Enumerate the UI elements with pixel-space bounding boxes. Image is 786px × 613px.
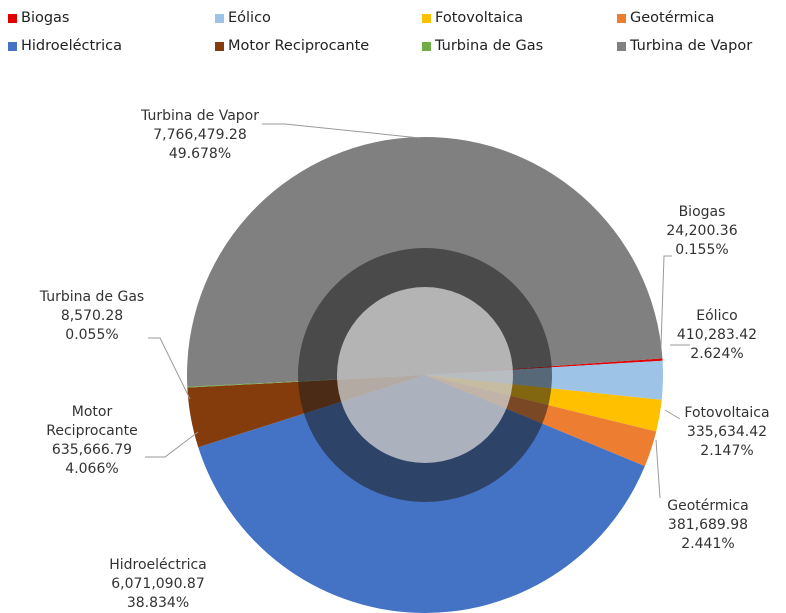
label-value: 381,689.98 [667, 517, 749, 533]
legend-item: Biogas [8, 10, 70, 26]
legend-label: Geotérmica [630, 10, 715, 26]
label-percent: 0.055% [65, 327, 119, 343]
legend-swatch [8, 13, 17, 23]
label-percent: 38.834% [126, 595, 190, 611]
data-label: Eólico 410,283.42 2.624% [672, 307, 762, 364]
label-category: Fotovoltaica [684, 405, 770, 421]
label-category: Hidroeléctrica [109, 557, 207, 573]
legend-swatch [617, 41, 626, 51]
label-percent: 0.155% [675, 242, 729, 258]
legend-item: Motor Reciprocante [215, 38, 369, 54]
legend-swatch [215, 41, 224, 51]
label-percent: 2.147% [700, 443, 754, 459]
label-category: Motor Reciprocante [46, 404, 138, 439]
legend-swatch [422, 41, 431, 51]
label-category: Biogas [678, 204, 726, 220]
label-value: 335,634.42 [686, 424, 768, 440]
legend-label: Biogas [21, 10, 70, 26]
legend-item: Eólico [215, 10, 271, 26]
leader-line [660, 255, 672, 347]
legend-swatch [215, 13, 224, 23]
data-label: Motor Reciprocante 635,666.79 4.066% [42, 403, 142, 479]
label-category: Geotérmica [667, 498, 749, 514]
leader-line [148, 337, 191, 400]
legend-label: Motor Reciprocante [228, 38, 370, 54]
leader-lines [145, 123, 690, 499]
legend-swatch [617, 13, 626, 23]
legend-swatch [8, 41, 17, 51]
label-value: 24,200.36 [666, 223, 738, 239]
label-percent: 2.441% [681, 536, 735, 552]
label-percent: 49.678% [168, 146, 232, 162]
label-value: 8,570.28 [60, 308, 124, 324]
legend-item: Fotovoltaica [422, 10, 523, 26]
data-label: Geotérmica 381,689.98 2.441% [658, 497, 758, 554]
legend-label: Hidroeléctrica [21, 38, 123, 54]
leader-line [655, 439, 661, 499]
legend-label: Eólico [228, 10, 271, 26]
leader-line [262, 123, 421, 139]
label-value: 410,283.42 [676, 327, 758, 343]
legend-label: Turbina de Vapor [630, 38, 753, 54]
label-value: 7,766,479.28 [153, 127, 247, 143]
label-percent: 4.066% [65, 461, 119, 477]
label-percent: 2.624% [690, 346, 744, 362]
data-label: Turbina de Vapor 7,766,479.28 49.678% [120, 107, 280, 164]
label-value: 635,666.79 [51, 442, 133, 458]
legend-item: Turbina de Vapor [617, 38, 752, 54]
label-category: Eólico [696, 308, 738, 324]
leader-line [664, 409, 681, 420]
label-category: Turbina de Gas [39, 289, 145, 305]
legend-item: Hidroeléctrica [8, 38, 122, 54]
legend-item: Turbina de Gas [422, 38, 543, 54]
legend-swatch [422, 13, 431, 23]
inner-center [337, 287, 513, 463]
legend-item: Geotérmica [617, 10, 714, 26]
leader-line [145, 431, 199, 458]
data-label: Turbina de Gas 8,570.28 0.055% [27, 288, 157, 345]
data-label: Biogas 24,200.36 0.155% [657, 203, 747, 260]
legend-label: Fotovoltaica [435, 10, 524, 26]
legend-label: Turbina de Gas [435, 38, 544, 54]
label-category: Turbina de Vapor [141, 108, 259, 124]
data-label: Fotovoltaica 335,634.42 2.147% [677, 404, 777, 461]
label-value: 6,071,090.87 [111, 576, 205, 592]
data-label: Hidroeléctrica 6,071,090.87 38.834% [98, 556, 218, 613]
